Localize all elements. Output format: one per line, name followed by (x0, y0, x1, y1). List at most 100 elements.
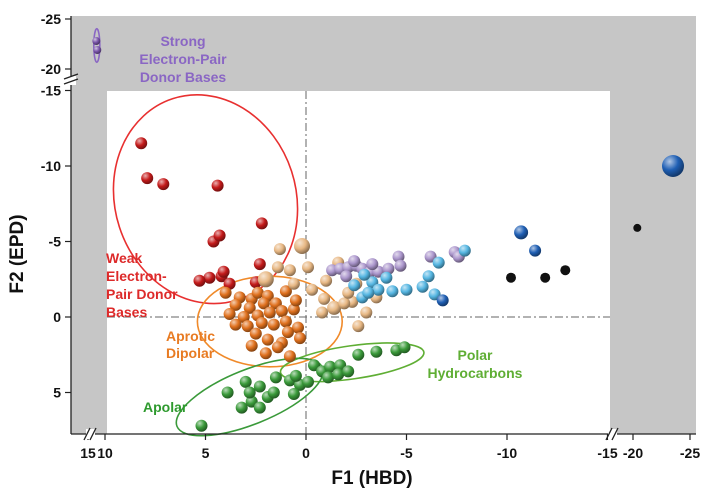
x-tick-label: -15 (597, 445, 617, 461)
data-point (332, 368, 345, 381)
annotation-weak-line: Electron- (106, 268, 167, 284)
data-point (263, 306, 276, 319)
annotation-aprotic-line: Aprotic (166, 328, 215, 344)
y-tick-label: 0 (53, 309, 61, 325)
data-point (302, 375, 314, 388)
data-point (245, 339, 258, 352)
data-point (320, 274, 333, 287)
data-point (273, 243, 286, 256)
y-tick-label: -20 (41, 61, 61, 77)
data-point (306, 283, 318, 296)
axes-layer: 15 10 5 0 -5 -10 -15 -20 -25 -25 -20 -15 -10 -5 0 5 (41, 11, 701, 461)
annotation-weak-line: Pair Donor (106, 286, 178, 302)
data-point (340, 270, 353, 283)
data-point (229, 318, 242, 331)
data-point (237, 311, 250, 323)
data-point (195, 419, 208, 432)
data-point (514, 225, 529, 240)
data-point (287, 277, 300, 290)
data-point (213, 229, 226, 242)
data-point (289, 294, 302, 307)
data-point (287, 388, 300, 400)
annotation-polar-line: Hydrocarbons (428, 365, 523, 381)
data-point (560, 265, 571, 276)
y-axis-label: F2 (EPD) (7, 214, 28, 293)
data-point (253, 380, 266, 393)
data-point (662, 155, 684, 177)
y-axis-break (63, 73, 79, 85)
data-point (372, 283, 385, 296)
data-point (416, 280, 429, 293)
data-point (352, 348, 365, 361)
data-point (322, 371, 335, 384)
y-tick-label: -10 (41, 158, 61, 174)
data-point (267, 386, 280, 399)
data-point (362, 286, 375, 299)
data-point (294, 238, 310, 254)
y-tick-label: 5 (53, 385, 61, 401)
data-point (253, 258, 266, 271)
data-point (255, 317, 268, 329)
data-point (243, 301, 256, 314)
x-tick-label: 10 (97, 445, 113, 461)
data-point (203, 271, 216, 284)
y-tick-label: -25 (41, 11, 61, 27)
data-point (93, 46, 102, 54)
data-point (529, 244, 542, 257)
x-tick-label: 15 (80, 445, 96, 461)
data-point (283, 350, 296, 363)
data-point (279, 285, 292, 298)
data-point (235, 401, 248, 414)
y-tick-label: -5 (49, 234, 62, 250)
y-tick-label: -15 (41, 83, 61, 99)
x-tick-label: 5 (202, 445, 210, 461)
data-point (302, 261, 314, 274)
data-point (257, 271, 274, 288)
data-point (135, 137, 148, 150)
data-point (360, 306, 373, 319)
data-point (92, 37, 101, 45)
x-tick-label: 0 (302, 445, 310, 461)
data-point (327, 300, 342, 315)
data-point (193, 274, 206, 287)
data-point (141, 172, 154, 185)
data-point (352, 320, 365, 333)
data-point (382, 262, 395, 275)
cluster-ellipse (93, 27, 101, 64)
x-axis-label: F1 (HBD) (331, 468, 412, 489)
data-point (223, 308, 236, 320)
data-point (217, 265, 230, 278)
x-tick-label: -20 (623, 445, 643, 461)
data-point (221, 386, 234, 399)
data-point (269, 371, 282, 384)
annotation-strong-line: Strong (160, 33, 205, 49)
annotation-strong-line: Electron-Pair (139, 51, 227, 67)
data-point (275, 305, 288, 317)
data-point (281, 326, 294, 339)
data-point (318, 292, 331, 305)
data-point (342, 365, 355, 378)
data-point (239, 375, 252, 388)
data-point (540, 272, 551, 283)
cluster-ellipse (279, 342, 425, 383)
data-point (259, 347, 272, 360)
data-point (386, 285, 399, 298)
data-point (279, 315, 292, 328)
annotation-weak-line: Bases (106, 304, 147, 320)
data-point (392, 250, 405, 263)
data-point (292, 321, 304, 334)
annotation-polar-line: Polar (457, 347, 493, 363)
annotation-aprotic-line: Dipolar (166, 345, 215, 361)
data-point (422, 270, 435, 283)
annotation-weak-line: Weak (106, 250, 143, 266)
data-point (229, 298, 242, 311)
annotation-layer: Strong Electron-Pair Donor Bases Weak Electr… (106, 33, 523, 415)
data-point (251, 286, 264, 299)
data-point (157, 178, 170, 191)
data-point (348, 279, 361, 292)
data-point (366, 258, 379, 271)
data-point (400, 283, 413, 296)
data-point (338, 297, 351, 310)
x-axis-break-right (605, 427, 619, 441)
data-point (358, 268, 371, 281)
